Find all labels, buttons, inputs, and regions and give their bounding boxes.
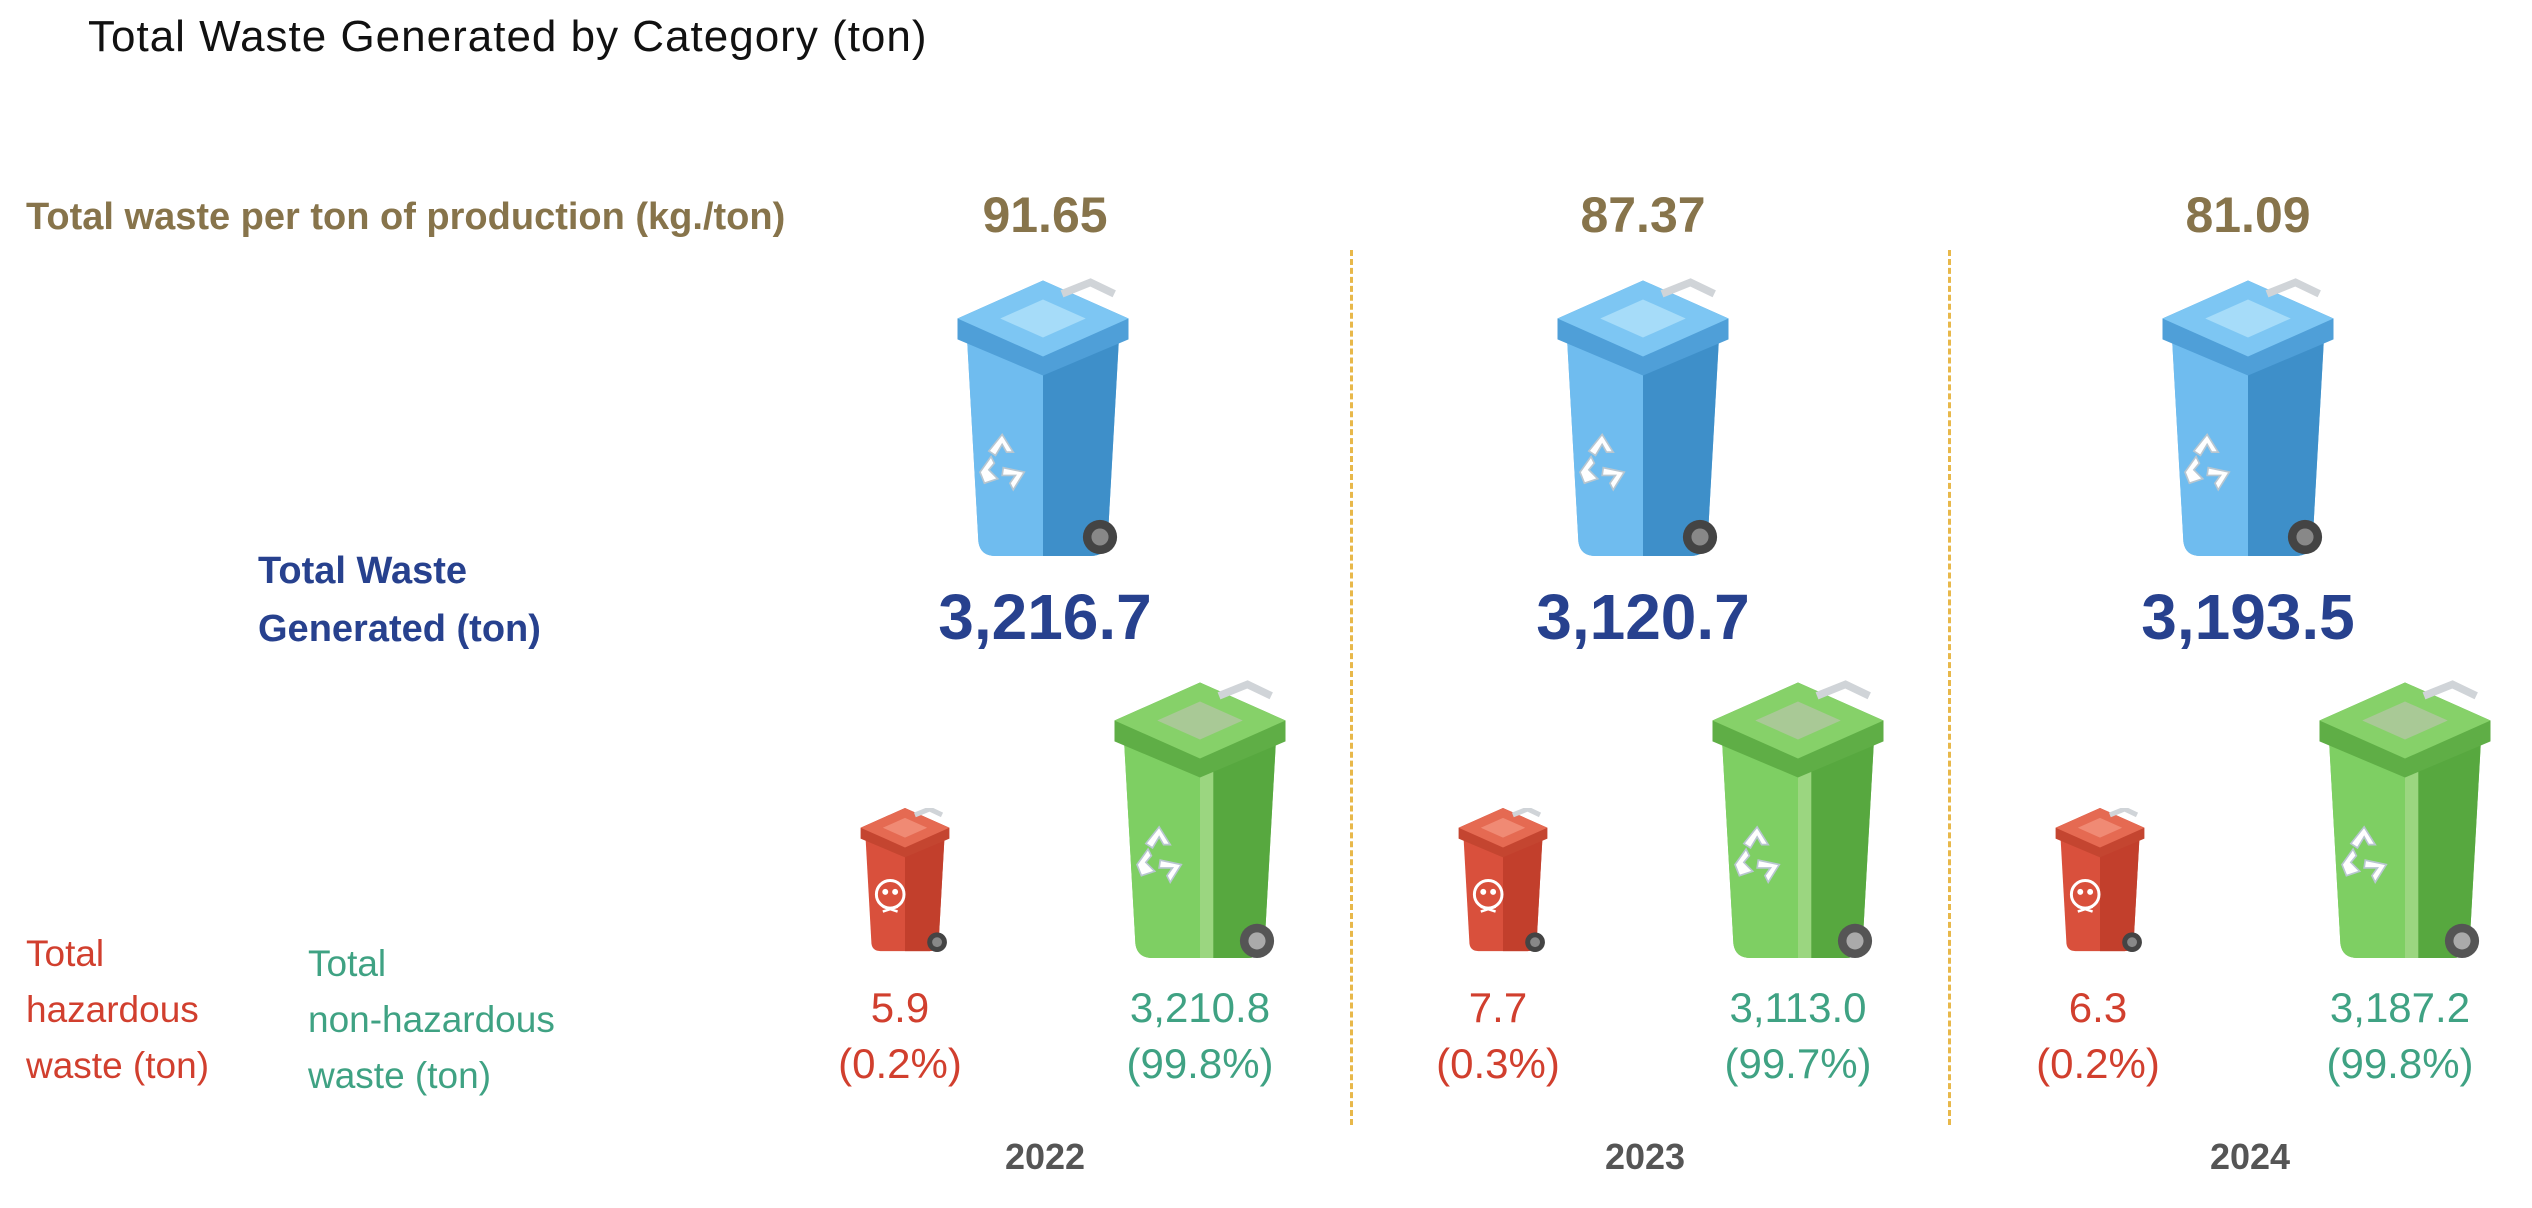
hazardous-value: 7.7 (0.3%) [1388,980,1608,1092]
non-hazardous-amount: 3,187.2 [2329,984,2471,1031]
red-hazardous-bin-icon [2050,808,2150,956]
non-hazardous-value: 3,113.0 (99.7%) [1668,980,1928,1092]
non-hazardous-label: Total non-hazardous waste (ton) [308,936,555,1104]
non-hazardous-amount: 3,210.8 [1129,984,1271,1031]
total-waste-label: Total Waste Generated (ton) [258,542,541,658]
hazardous-label-line2: hazardous [26,989,199,1030]
total-waste-label-line1: Total Waste [258,550,468,592]
hazardous-value: 5.9 (0.2%) [790,980,1010,1092]
year-label: 2023 [1604,1136,1686,1177]
hazardous-label-line3: waste (ton) [26,1045,210,1086]
year-column-2023: 87.37 3,120.7 7.7 (0.3%) 3,113.0 (99.7%)… [0,0,600,1208]
total-waste-label-line2: Generated (ton) [258,608,541,650]
green-recycle-bin-icon [2310,680,2500,970]
non-hazardous-label-line2: non-hazardous [308,999,555,1040]
non-hazardous-label-line1: Total [308,943,387,984]
non-hazardous-percent: (99.8%) [1126,1040,1274,1087]
per-ton-value: 87.37 [1580,187,1706,243]
year-column-2024: 81.09 3,193.5 6.3 (0.2%) 3,187.2 (99.8%)… [0,0,600,1208]
red-hazardous-bin-icon [855,808,955,956]
blue-recycle-bin-icon [948,278,1138,568]
blue-recycle-bin-icon [1548,278,1738,568]
green-recycle-bin-icon [1703,680,1893,970]
hazardous-label: Total hazardous waste (ton) [26,926,209,1094]
year-label: 2024 [2209,1136,2291,1177]
hazardous-percent: (0.2%) [838,1040,962,1087]
year-divider [1350,250,1353,1125]
green-recycle-bin-icon [1105,680,1295,970]
non-hazardous-label-line3: waste (ton) [308,1055,492,1096]
total-waste-value: 3,216.7 [938,581,1152,653]
non-hazardous-percent: (99.8%) [2326,1040,2474,1087]
hazardous-label-line1: Total [26,933,105,974]
per-ton-value: 91.65 [982,187,1108,243]
per-ton-label: Total waste per ton of production (kg./t… [26,196,786,238]
year-column-2022: 91.65 3,216.7 5.9 (0.2%) 3,210.8 (99.8%)… [0,0,600,1208]
hazardous-amount: 6.3 [2068,984,2128,1031]
chart-title: Total Waste Generated by Category (ton) [88,12,928,61]
non-hazardous-value: 3,210.8 (99.8%) [1070,980,1330,1092]
year-divider [1948,250,1951,1125]
blue-recycle-bin-icon [2153,278,2343,568]
red-hazardous-bin-icon [1453,808,1553,956]
year-label: 2022 [1004,1136,1086,1177]
per-ton-value: 81.09 [2185,187,2311,243]
hazardous-amount: 5.9 [870,984,930,1031]
non-hazardous-percent: (99.7%) [1724,1040,1872,1087]
non-hazardous-amount: 3,113.0 [1729,984,1867,1031]
hazardous-value: 6.3 (0.2%) [1988,980,2208,1092]
non-hazardous-value: 3,187.2 (99.8%) [2270,980,2530,1092]
hazardous-amount: 7.7 [1468,984,1528,1031]
hazardous-percent: (0.2%) [2036,1040,2160,1087]
total-waste-value: 3,120.7 [1536,581,1750,653]
total-waste-value: 3,193.5 [2141,581,2355,653]
hazardous-percent: (0.3%) [1436,1040,1560,1087]
